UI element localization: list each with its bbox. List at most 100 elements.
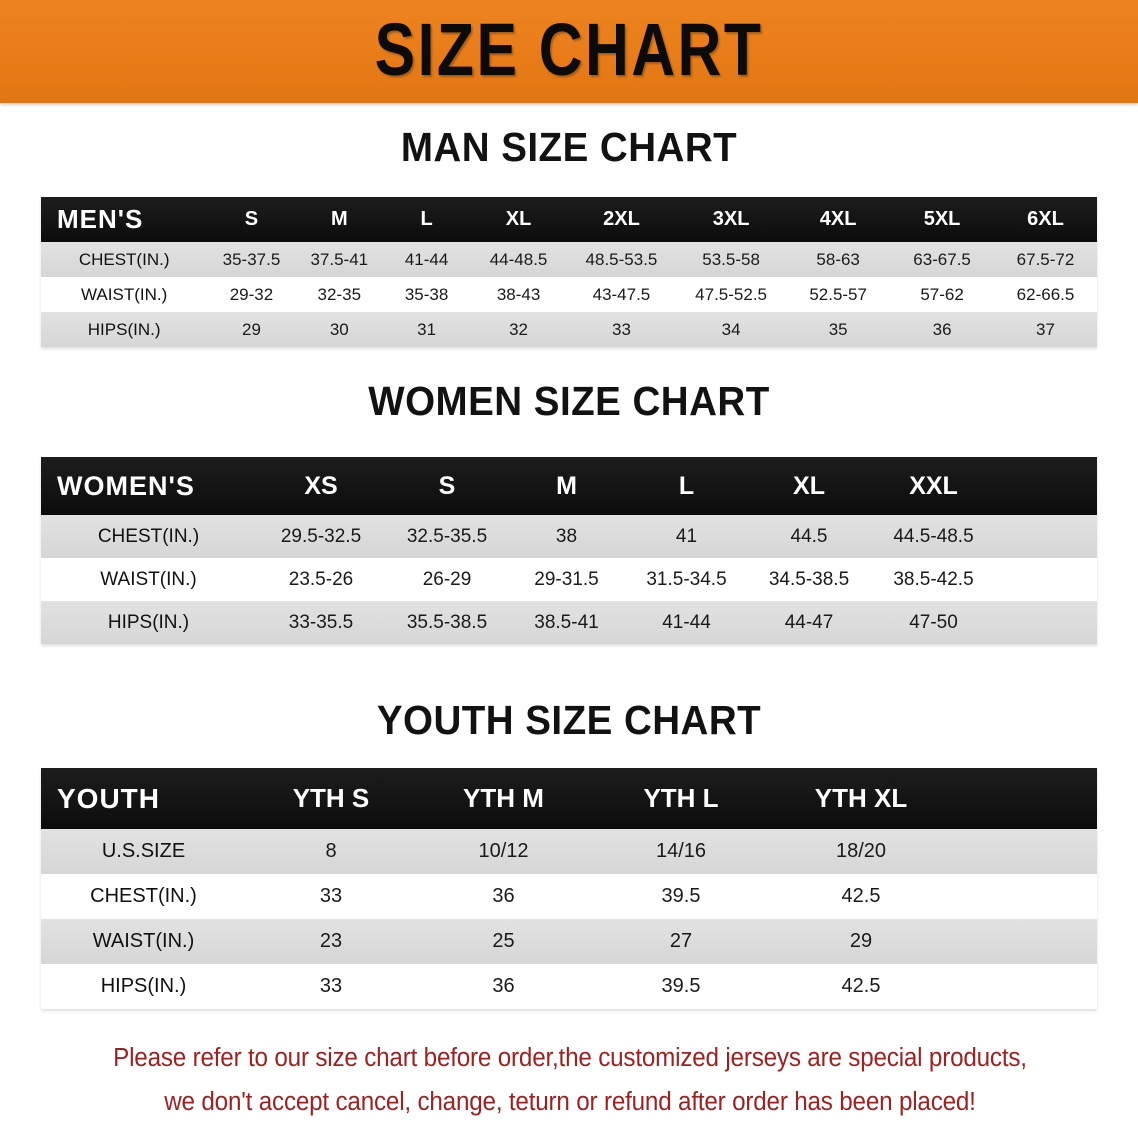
- women-row-label-1: WAIST(IN.): [100, 568, 197, 590]
- women-cell-0-2: 38: [555, 525, 578, 547]
- men-cell-0-5: 53.5-58: [702, 249, 760, 269]
- men-row-label-1: WAIST(IN.): [81, 284, 168, 304]
- youth-col-2: YTH L: [643, 783, 719, 813]
- youth-cell-3-filler: [951, 964, 1097, 1009]
- women-table-header-row: WOMEN'S XS S M L XL XXL: [41, 457, 1097, 515]
- men-cell-2-8: 37: [1036, 319, 1055, 339]
- men-cell-2-7: 36: [932, 319, 952, 339]
- men-cell-0-4: 48.5-53.5: [585, 249, 658, 269]
- youth-cell-1-2: 39.5: [661, 885, 701, 907]
- section-title-youth: YOUTH SIZE CHART: [376, 697, 762, 743]
- men-cell-0-7: 63-67.5: [913, 249, 971, 269]
- youth-col-3: YTH XL: [814, 783, 908, 813]
- men-cell-2-6: 35: [828, 319, 848, 339]
- women-cell-1-5: 38.5-42.5: [893, 568, 974, 590]
- youth-row-label-0: U.S.SIZE: [101, 840, 186, 862]
- women-cell-2-0: 33-35.5: [288, 611, 354, 633]
- women-cell-2-2: 38.5-41: [534, 611, 599, 633]
- youth-cell-0-1: 10/12: [478, 840, 529, 862]
- youth-row-label-2: WAIST(IN.): [92, 930, 195, 952]
- men-cell-0-8: 67.5-72: [1016, 249, 1075, 269]
- women-col-3: L: [678, 471, 695, 500]
- youth-col-filler: [951, 768, 1097, 829]
- table-row: HIPS(IN.) 33 36 39.5 42.5: [41, 964, 1097, 1009]
- men-cell-1-8: 62-66.5: [1016, 284, 1075, 304]
- men-col-1: M: [330, 208, 348, 230]
- youth-cell-3-0: 33: [319, 975, 343, 997]
- youth-cell-0-filler: [951, 829, 1097, 874]
- men-cell-2-2: 31: [417, 319, 437, 339]
- men-cell-1-6: 52.5-57: [809, 284, 867, 304]
- men-cell-1-7: 57-62: [920, 284, 964, 304]
- table-row: CHEST(IN.) 29.5-32.5 32.5-35.5 38 41 44.…: [41, 515, 1097, 558]
- men-col-6: 4XL: [819, 208, 857, 230]
- disclaimer-note: Please refer to our size chart before or…: [68, 1036, 1071, 1124]
- men-row-label-2: HIPS(IN.): [87, 319, 161, 339]
- disclaimer-line-2: we don't accept cancel, change, teturn o…: [164, 1088, 976, 1116]
- men-cell-0-6: 58-63: [816, 249, 860, 269]
- youth-cell-2-3: 29: [849, 930, 873, 952]
- youth-cell-3-2: 39.5: [661, 975, 701, 997]
- women-cell-0-1: 32.5-35.5: [406, 525, 488, 547]
- women-cell-1-0: 23.5-26: [288, 568, 354, 590]
- youth-cell-2-2: 27: [669, 930, 693, 952]
- men-col-7: 5XL: [923, 208, 961, 230]
- table-row: HIPS(IN.) 29 30 31 32 33 34 35 36 37: [41, 312, 1097, 347]
- table-row: WAIST(IN.) 23.5-26 26-29 29-31.5 31.5-34…: [41, 558, 1097, 601]
- youth-cell-0-2: 14/16: [655, 840, 707, 862]
- men-col-5: 3XL: [712, 208, 750, 230]
- men-table-header-row: MEN'S S M L XL 2XL 3XL 4XL 5XL 6XL: [41, 197, 1097, 242]
- men-cell-0-1: 37.5-41: [310, 249, 369, 269]
- youth-cell-2-filler: [951, 919, 1097, 964]
- section-title-man: MAN SIZE CHART: [400, 124, 738, 170]
- women-col-2: M: [556, 471, 577, 500]
- section-title-women: WOMEN SIZE CHART: [368, 378, 770, 424]
- men-cell-1-0: 29-32: [229, 284, 274, 304]
- women-size-table: WOMEN'S XS S M L XL XXL CHEST(IN.) 29.5-…: [41, 457, 1097, 644]
- men-col-8: 6XL: [1027, 208, 1064, 230]
- women-cell-1-filler: [997, 558, 1097, 601]
- youth-cell-3-1: 36: [492, 975, 515, 997]
- men-size-table: MEN'S S M L XL 2XL 3XL 4XL 5XL 6XL CHEST…: [41, 197, 1097, 347]
- women-col-filler: [997, 457, 1097, 515]
- women-corner-label: WOMEN'S: [57, 470, 195, 501]
- youth-cell-0-3: 18/20: [835, 840, 887, 862]
- youth-cell-3-3: 42.5: [841, 975, 881, 997]
- women-col-0: XS: [304, 471, 338, 500]
- youth-cell-2-1: 25: [492, 930, 515, 952]
- youth-cell-1-filler: [951, 874, 1097, 919]
- women-cell-2-4: 44-47: [784, 611, 834, 633]
- youth-corner-label: YOUTH: [57, 782, 160, 814]
- women-cell-0-3: 41: [675, 525, 698, 547]
- women-col-5: XXL: [909, 471, 958, 500]
- men-col-4: 2XL: [603, 208, 640, 230]
- men-row-label-0: CHEST(IN.): [78, 249, 170, 269]
- youth-cell-1-0: 33: [319, 885, 343, 907]
- youth-row-label-1: CHEST(IN.): [90, 885, 197, 907]
- men-cell-1-5: 47.5-52.5: [695, 284, 768, 304]
- women-cell-1-4: 34.5-38.5: [768, 568, 850, 590]
- youth-col-0: YTH S: [292, 783, 370, 813]
- women-cell-1-1: 26-29: [422, 568, 472, 590]
- youth-cell-0-0: 8: [325, 840, 337, 862]
- men-cell-2-5: 34: [721, 319, 741, 339]
- table-row: HIPS(IN.) 33-35.5 35.5-38.5 38.5-41 41-4…: [41, 601, 1097, 644]
- men-cell-1-2: 35-38: [404, 284, 449, 304]
- disclaimer-line-1: Please refer to our size chart before or…: [113, 1044, 1027, 1072]
- table-row: CHEST(IN.) 35-37.5 37.5-41 41-44 44-48.5…: [41, 242, 1097, 277]
- table-row: CHEST(IN.) 33 36 39.5 42.5: [41, 874, 1097, 919]
- women-cell-1-3: 31.5-34.5: [646, 568, 727, 590]
- women-cell-2-1: 35.5-38.5: [406, 611, 488, 633]
- men-cell-2-1: 30: [329, 319, 349, 339]
- men-cell-1-3: 38-43: [496, 284, 541, 304]
- men-col-2: L: [420, 208, 433, 230]
- women-col-1: S: [438, 471, 456, 500]
- women-cell-0-0: 29.5-32.5: [280, 525, 362, 547]
- youth-cell-1-1: 36: [492, 885, 515, 907]
- women-col-4: XL: [793, 471, 825, 500]
- women-cell-2-5: 47-50: [909, 611, 958, 633]
- youth-cell-2-0: 23: [319, 930, 343, 952]
- men-cell-1-1: 32-35: [317, 284, 362, 304]
- men-col-3: XL: [505, 208, 532, 230]
